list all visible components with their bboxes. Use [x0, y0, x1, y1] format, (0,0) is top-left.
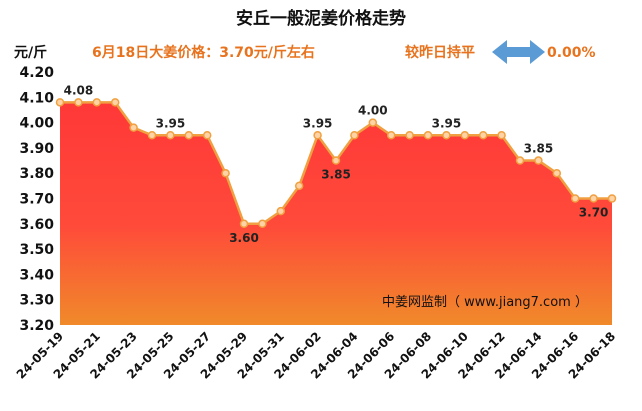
change-percent: 0.00%: [547, 45, 596, 61]
data-point: [166, 131, 175, 140]
double-arrow-icon: [492, 40, 545, 64]
data-point: [570, 194, 580, 203]
data-point: [589, 194, 598, 203]
data-label: 3.70: [579, 206, 609, 220]
data-point: [258, 219, 267, 229]
data-label: 3.95: [156, 116, 186, 130]
data-point: [221, 168, 230, 178]
price-summary: 6月18日大姜价格：3.70元/斤左右: [92, 44, 315, 61]
compare-label: 较昨日持平: [405, 44, 475, 61]
data-point: [110, 98, 120, 107]
data-point: [460, 131, 470, 140]
data-point: [552, 168, 562, 178]
data-point: [55, 98, 65, 107]
data-labels: 4.08 3.95 3.60 3.95 3.85 4.00 3.95 3.85 3.70: [64, 83, 609, 244]
y-tick-label: 4.20: [19, 65, 54, 81]
data-label: 3.85: [524, 142, 554, 156]
data-label: 3.85: [321, 168, 351, 182]
data-point: [423, 131, 433, 140]
data-label: 3.95: [303, 116, 333, 130]
data-label: 3.95: [432, 116, 462, 130]
data-points: [55, 98, 617, 229]
data-point: [607, 194, 617, 203]
data-point: [442, 131, 451, 140]
data-point: [239, 219, 249, 229]
data-point: [497, 131, 506, 140]
y-tick-label: 3.50: [19, 242, 54, 258]
data-point: [534, 156, 543, 165]
data-point: [147, 131, 157, 140]
y-tick-label: 4.10: [19, 90, 54, 106]
y-axis-ticks: 4.20 4.10 4.00 3.90 3.80 3.70 3.60 3.50 3.40 3.30…: [19, 65, 54, 334]
data-point: [515, 156, 525, 165]
chart-title: 安丘一般泥姜价格走势: [236, 8, 406, 29]
data-point: [478, 131, 488, 140]
data-point: [405, 131, 414, 140]
data-point: [92, 98, 102, 107]
x-axis-ticks: 24-05-1924-05-2124-05-2324-05-2524-05-27…: [14, 329, 618, 381]
y-tick-label: 3.90: [19, 141, 54, 157]
y-tick-label: 3.40: [19, 267, 54, 283]
watermark: 中姜网监制（ www.jiang7.com ）: [382, 295, 588, 310]
y-tick-label: 3.80: [19, 166, 54, 182]
data-point: [350, 131, 359, 140]
y-tick-label: 3.60: [19, 217, 54, 233]
data-point: [368, 118, 378, 127]
y-tick-label: 3.30: [19, 293, 54, 309]
data-point: [386, 131, 396, 140]
data-point: [313, 131, 322, 140]
data-label: 3.60: [229, 231, 259, 245]
y-tick-label: 4.00: [19, 116, 54, 132]
data-point: [276, 206, 286, 216]
y-tick-label: 3.70: [19, 192, 54, 208]
data-point: [184, 131, 194, 140]
price-area: [60, 102, 612, 325]
data-point: [74, 98, 83, 107]
data-point: [129, 123, 138, 132]
data-point: [294, 181, 304, 191]
y-tick-label: 3.20: [19, 318, 54, 334]
data-point: [202, 131, 212, 140]
unit-label: 元/斤: [14, 44, 47, 61]
data-point: [331, 156, 341, 165]
data-label: 4.00: [358, 104, 388, 118]
data-label: 4.08: [64, 83, 94, 97]
